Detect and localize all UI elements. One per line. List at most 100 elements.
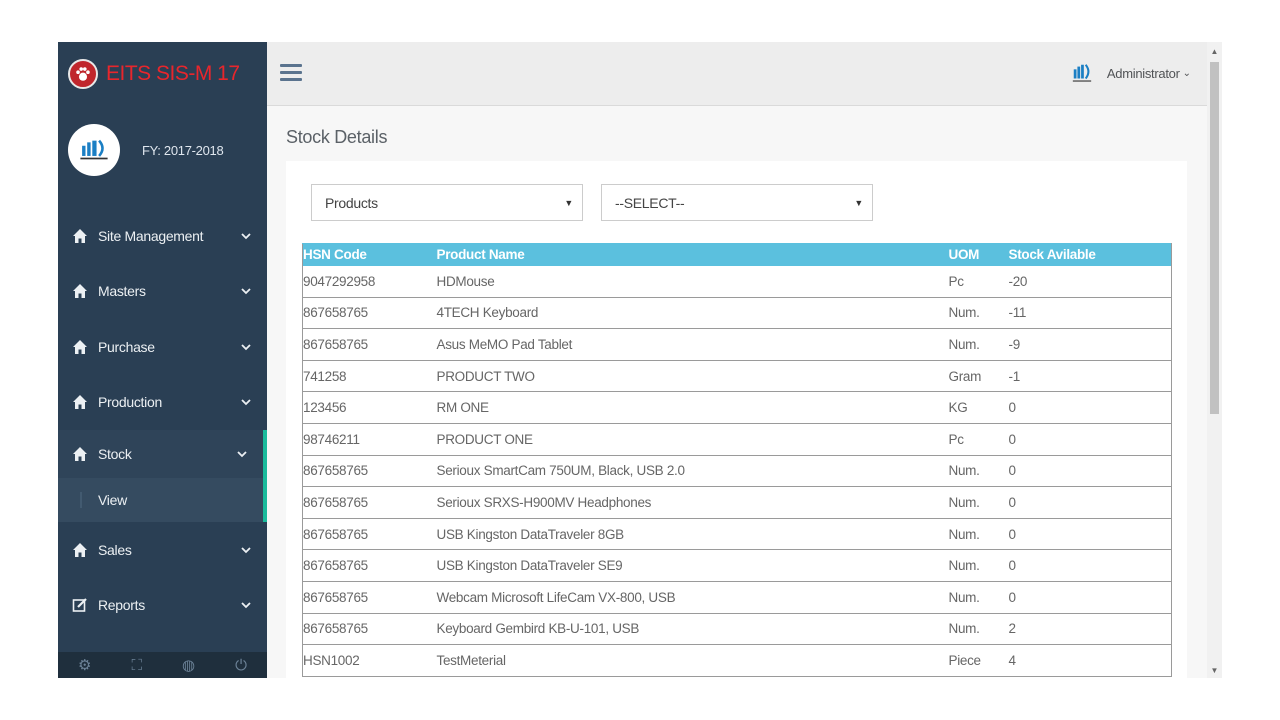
fullscreen-icon[interactable]: ⛶ [131, 656, 142, 674]
home-icon [72, 228, 88, 244]
table-row[interactable]: 867658765 Asus MeMO Pad Tablet Num. -9 [302, 329, 1172, 361]
chevron-down-icon [237, 451, 247, 458]
cell-uom: Pc [948, 431, 964, 447]
top-navbar: Administrator ⌄ [267, 42, 1207, 106]
sidebar-item-label: Production [98, 394, 162, 411]
cell-uom: Gram [948, 368, 982, 384]
category-select[interactable]: Products ▼ [311, 184, 583, 221]
home-icon [72, 446, 88, 462]
page-scrollbar[interactable]: ▲ ▼ [1207, 42, 1222, 678]
cell-hsn-code: 123456 [303, 400, 347, 416]
cell-uom: KG [948, 400, 968, 416]
main-content: Stock Details Products ▼ --SELECT-- ▼ HS… [267, 106, 1207, 678]
item-select[interactable]: --SELECT-- ▼ [601, 184, 873, 221]
scroll-up-icon[interactable]: ▲ [1210, 47, 1219, 56]
sidebar-item-label: Purchase [98, 338, 155, 355]
sidebar-item-sales[interactable]: Sales [58, 522, 267, 578]
cell-hsn-code: 867658765 [303, 305, 368, 321]
app-window: EITS SIS-M 17 FY: 2017-2018 Site Managem… [58, 42, 1222, 678]
cell-hsn-code: 98746211 [303, 431, 360, 447]
cell-hsn-code: 867658765 [303, 526, 368, 542]
table-row[interactable]: 867658765 Keyboard Gembird KB-U-101, USB N… [302, 613, 1172, 645]
table-row[interactable]: 867658765 USB Kingston DataTraveler SE9 Nu… [302, 550, 1172, 582]
cell-product-name: PRODUCT TWO [436, 368, 536, 384]
column-header-uom[interactable]: UOM [948, 247, 980, 263]
page-title: Stock Details [286, 127, 388, 147]
column-header-stock[interactable]: Stock Avilable [1008, 247, 1096, 263]
cell-uom: Num. [948, 336, 980, 352]
cell-stock-available: 0 [1008, 558, 1017, 574]
user-menu[interactable]: Administrator ⌄ [1071, 62, 1191, 84]
category-select-value: Products [325, 194, 378, 211]
power-icon[interactable]: ⏻ [235, 656, 247, 674]
cell-uom: Num. [948, 494, 980, 510]
cell-product-name: Keyboard Gembird KB-U-101, USB [436, 621, 640, 637]
sidebar-item-site-management[interactable]: Site Management [58, 208, 267, 264]
cell-hsn-code: 867658765 [303, 621, 368, 637]
column-header-product-name[interactable]: Product Name [436, 247, 525, 263]
cell-stock-available: -11 [1008, 305, 1027, 321]
cell-product-name: USB Kingston DataTraveler SE9 [436, 558, 623, 574]
sidebar-item-purchase[interactable]: Purchase [58, 319, 267, 375]
cell-product-name: Asus MeMO Pad Tablet [436, 336, 573, 352]
cell-hsn-code: HSN1002 [303, 652, 360, 668]
home-icon [72, 394, 88, 410]
table-row[interactable]: 867658765 USB Kingston DataTraveler 8GB Nu… [302, 518, 1172, 550]
table-row[interactable]: 98746211 PRODUCT ONE Pc 0 [302, 423, 1172, 456]
sidebar-item-masters[interactable]: Masters [58, 264, 267, 320]
table-row[interactable]: 123456 RM ONE KG 0 [302, 392, 1172, 424]
lock-icon[interactable]: ◍ [182, 657, 196, 674]
cell-stock-available: 0 [1008, 526, 1017, 542]
settings-icon[interactable]: ⚙ [78, 657, 92, 674]
cell-uom: Num. [948, 463, 980, 479]
cell-hsn-code: 867658765 [303, 589, 368, 605]
home-icon [72, 542, 88, 558]
sidebar-subitem-view[interactable]: View [58, 478, 267, 522]
sidebar: EITS SIS-M 17 FY: 2017-2018 Site Managem… [58, 42, 267, 678]
chevron-down-icon: ⌄ [1182, 67, 1191, 79]
cell-hsn-code: 741258 [303, 368, 347, 384]
cell-uom: Num. [948, 589, 980, 605]
fiscal-year-label: FY: 2017-2018 [142, 142, 224, 158]
menu-toggle-icon[interactable] [280, 64, 302, 82]
table-row[interactable]: 867658765 Webcam Microsoft LifeCam VX-800… [302, 581, 1172, 614]
cell-product-name: TestMeterial [436, 652, 506, 668]
cell-stock-available: 0 [1008, 431, 1017, 447]
table-row[interactable]: 867658765 Serioux SmartCam 750UM, Black, … [302, 455, 1172, 487]
brand[interactable]: EITS SIS-M 17 [58, 42, 267, 106]
sidebar-item-production[interactable]: Production [58, 375, 267, 431]
item-select-value: --SELECT-- [615, 194, 685, 211]
cell-product-name: RM ONE [436, 400, 490, 416]
table-row[interactable]: 741258 PRODUCT TWO Gram -1 [302, 360, 1172, 392]
cell-uom: Num. [948, 621, 980, 637]
sidebar-item-label: Reports [98, 597, 145, 614]
table-row[interactable]: 9047292958 HDMouse Pc -20 [302, 266, 1172, 298]
cell-stock-available: 0 [1008, 463, 1017, 479]
cell-uom: Num. [948, 558, 980, 574]
cell-stock-available: 4 [1008, 652, 1017, 668]
table-row[interactable]: HSN1002 TestMeterial Piece 4 [302, 645, 1172, 677]
app-title: EITS SIS-M 17 [106, 62, 240, 85]
cell-product-name: USB Kingston DataTraveler 8GB [436, 526, 625, 542]
table-row[interactable]: 867658765 4TECH Keyboard Num. -11 [302, 297, 1172, 329]
table-row[interactable]: 867658765 Serioux SRXS-H900MV Headphones N… [302, 487, 1172, 519]
dropdown-caret-icon: ▼ [854, 198, 863, 208]
scroll-down-icon[interactable]: ▼ [1210, 666, 1219, 675]
cell-hsn-code: 867658765 [303, 558, 368, 574]
sidebar-item-reports[interactable]: Reports [58, 578, 267, 634]
cell-stock-available: -9 [1008, 336, 1021, 352]
sidebar-item-stock[interactable]: Stock [58, 430, 267, 478]
dropdown-caret-icon: ▼ [564, 198, 573, 208]
cell-product-name: Serioux SRXS-H900MV Headphones [436, 494, 652, 510]
sidebar-menu: Site Management Masters Purchase Product… [58, 208, 267, 633]
chevron-down-icon [241, 399, 251, 406]
cell-product-name: HDMouse [436, 273, 495, 289]
scroll-thumb[interactable] [1210, 62, 1219, 414]
column-header-hsn[interactable]: HSN Code [303, 247, 367, 263]
chevron-down-icon [241, 344, 251, 351]
cell-hsn-code: 867658765 [303, 494, 368, 510]
cell-hsn-code: 9047292958 [303, 273, 376, 289]
cell-uom: Pc [948, 273, 964, 289]
cell-hsn-code: 867658765 [303, 336, 368, 352]
sidebar-footer: ⚙ ⛶ ◍ ⏻ [58, 652, 267, 678]
